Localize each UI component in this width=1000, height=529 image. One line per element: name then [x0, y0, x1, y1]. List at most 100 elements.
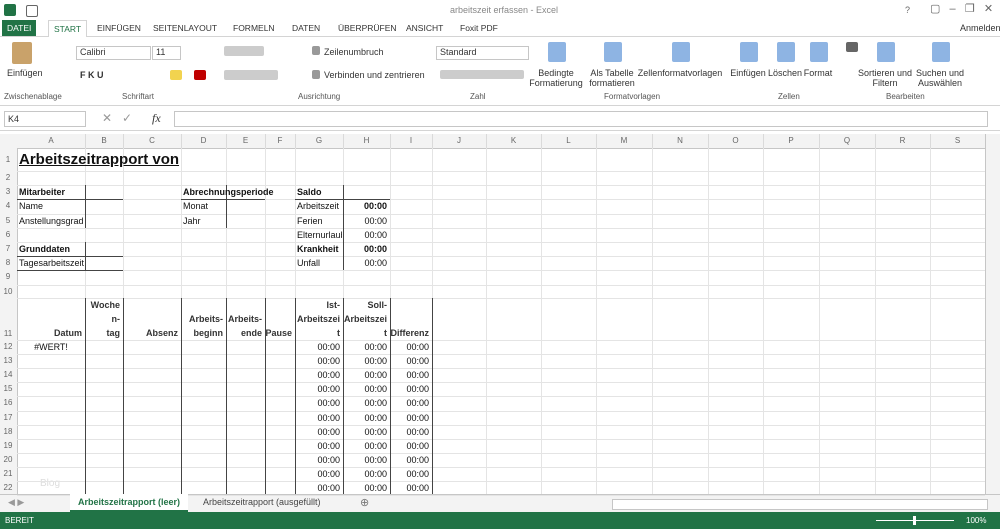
- delete-cells-icon[interactable]: [777, 42, 795, 62]
- cell[interactable]: 00:00: [364, 342, 387, 352]
- insert-cells-icon[interactable]: [740, 42, 758, 62]
- size-box[interactable]: 11: [152, 46, 181, 60]
- cell[interactable]: Mitarbeiter: [19, 187, 66, 198]
- sheet-tab[interactable]: Arbeitszeitrapport (ausgefüllt): [203, 497, 321, 507]
- ribbon-tab[interactable]: START: [48, 20, 88, 37]
- font-style-buttons[interactable]: F K U: [80, 70, 104, 80]
- cell[interactable]: 00:00: [406, 412, 429, 423]
- cell[interactable]: 00:00: [364, 229, 387, 240]
- cell[interactable]: 00:00: [364, 356, 387, 367]
- cell[interactable]: 00:00: [364, 426, 387, 437]
- cell[interactable]: Unfall: [297, 258, 321, 269]
- find-select-icon[interactable]: [932, 42, 950, 62]
- cell[interactable]: Name: [19, 201, 44, 212]
- cell[interactable]: 00:00: [364, 398, 387, 409]
- sheet-title[interactable]: Arbeitszeitrapport von: [19, 151, 180, 168]
- wrap-button[interactable]: Zeilenumbruch: [324, 47, 384, 57]
- cell[interactable]: 00:00: [317, 426, 340, 437]
- cell[interactable]: Elternurlaub: [297, 229, 342, 240]
- cell-styles-label[interactable]: Zellenformatvorlagen: [637, 68, 723, 78]
- align-icons-2[interactable]: [224, 70, 278, 80]
- cell[interactable]: 00:00: [317, 440, 340, 451]
- paste-button[interactable]: Einfügen: [7, 68, 43, 78]
- name-box[interactable]: [4, 111, 86, 127]
- cell[interactable]: 00:00: [406, 468, 429, 479]
- number-icons[interactable]: [440, 70, 524, 79]
- cell[interactable]: Grunddaten: [19, 244, 70, 254]
- font-box[interactable]: Calibri: [76, 46, 151, 60]
- fx-button[interactable]: fx: [152, 111, 161, 125]
- cell[interactable]: 00:00: [364, 468, 387, 479]
- cell[interactable]: 00:00: [317, 412, 340, 423]
- find-select-label[interactable]: Suchen und: [915, 68, 965, 78]
- cell[interactable]: Arbeitszeit: [297, 201, 340, 212]
- conditional-format-label[interactable]: Bedingte: [538, 68, 574, 78]
- format-cells-label[interactable]: Format: [803, 68, 833, 78]
- cell[interactable]: Monat: [183, 201, 209, 212]
- cell[interactable]: 00:00: [364, 454, 387, 465]
- delete-cells-label[interactable]: Löschen: [767, 68, 803, 78]
- selected-cell[interactable]: [486, 199, 541, 213]
- font-color[interactable]: [194, 70, 206, 80]
- conditional-format-label[interactable]: Formatierung: [529, 78, 583, 88]
- cell[interactable]: 00:00: [317, 356, 340, 367]
- merge-button[interactable]: Verbinden und zentrieren: [324, 70, 425, 80]
- ribbon-tab[interactable]: Foxit PDF: [460, 23, 498, 33]
- cell[interactable]: Abrechnungsperiode: [183, 187, 274, 198]
- format-as-table-label[interactable]: Als Tabelle: [590, 68, 634, 78]
- cell[interactable]: 00:00: [317, 454, 340, 465]
- cell[interactable]: Krankheit: [297, 244, 339, 254]
- cell[interactable]: Jahr: [183, 215, 201, 226]
- cell[interactable]: 00:00: [364, 483, 387, 493]
- cell[interactable]: 00:00: [317, 370, 340, 381]
- wrap-icon[interactable]: [312, 46, 320, 55]
- cell[interactable]: 00:00: [406, 440, 429, 451]
- file-tab[interactable]: DATEI: [2, 20, 37, 36]
- cell[interactable]: 00:00: [317, 468, 340, 479]
- cell[interactable]: 00:00: [363, 244, 387, 254]
- number-format-box[interactable]: Standard: [436, 46, 529, 60]
- cell-styles-icon[interactable]: [672, 42, 690, 62]
- cell[interactable]: 00:00: [317, 398, 340, 409]
- zoom-thumb[interactable]: [913, 516, 916, 525]
- save-icon[interactable]: [26, 5, 38, 17]
- ribbon-tab[interactable]: FORMELN: [233, 23, 275, 33]
- cell[interactable]: 00:00: [406, 398, 429, 409]
- cell[interactable]: 00:00: [364, 370, 387, 381]
- sort-filter-label[interactable]: Filtern: [872, 78, 898, 88]
- cell[interactable]: 00:00: [317, 483, 340, 493]
- format-as-table-icon[interactable]: [604, 42, 622, 62]
- formula-icons[interactable]: ✕ ✓: [102, 111, 133, 125]
- sort-filter-icon[interactable]: [877, 42, 895, 62]
- cell[interactable]: 00:00: [406, 356, 429, 367]
- cell[interactable]: 00:00: [406, 426, 429, 437]
- cell[interactable]: 00:00: [406, 454, 429, 465]
- cell[interactable]: 00:00: [364, 440, 387, 451]
- cell[interactable]: 00:00: [406, 370, 429, 381]
- ribbon-tab[interactable]: EINFÜGEN: [97, 23, 141, 33]
- ribbon-tab[interactable]: DATEN: [292, 23, 321, 33]
- cell[interactable]: 00:00: [363, 201, 387, 212]
- autosum-icon[interactable]: [846, 42, 858, 52]
- conditional-format-icon[interactable]: [548, 42, 566, 62]
- cell[interactable]: Ferien: [297, 215, 323, 226]
- align-icons[interactable]: [224, 46, 264, 56]
- ribbon-tab[interactable]: SEITENLAYOUT: [153, 23, 218, 33]
- merge-icon[interactable]: [312, 70, 320, 79]
- h-scrollbar[interactable]: [612, 499, 988, 510]
- user-name[interactable]: Anmelden: [960, 23, 1000, 33]
- cell[interactable]: 00:00: [364, 384, 387, 395]
- cell[interactable]: 00:00: [364, 215, 387, 226]
- sort-filter-label[interactable]: Sortieren und: [857, 68, 913, 78]
- insert-cells-label[interactable]: Einfügen: [730, 68, 766, 78]
- format-cells-icon[interactable]: [810, 42, 828, 62]
- cell[interactable]: 00:00: [364, 258, 387, 269]
- ribbon-tab[interactable]: ANSICHT: [406, 23, 444, 33]
- sheet-tab[interactable]: Arbeitszeitrapport (leer): [70, 494, 189, 512]
- cell[interactable]: 00:00: [406, 384, 429, 395]
- formula-input[interactable]: [174, 111, 988, 127]
- format-as-table-label[interactable]: formatieren: [589, 78, 635, 88]
- cell[interactable]: Tagesarbeitszeit: [19, 258, 85, 269]
- cell[interactable]: 00:00: [317, 342, 340, 352]
- sheet-nav[interactable]: ◀ ▶: [8, 497, 25, 507]
